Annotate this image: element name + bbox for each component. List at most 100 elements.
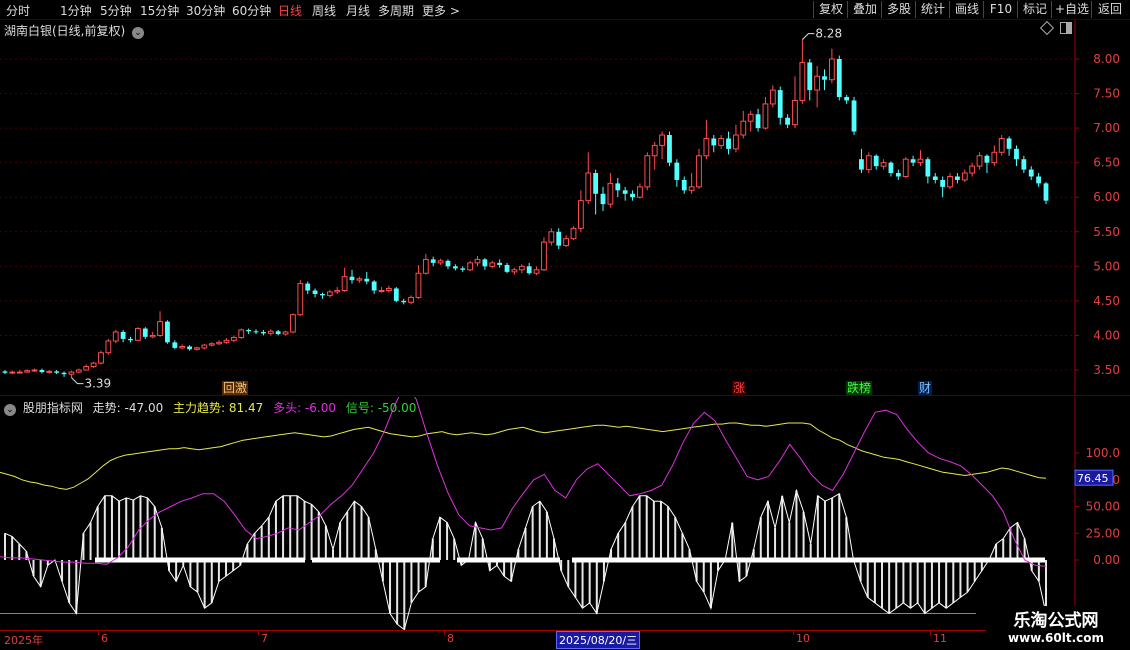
zero-band	[572, 557, 855, 563]
chevron-down-icon[interactable]: ⌄	[132, 27, 145, 39]
candle-body	[98, 352, 104, 364]
candle-body	[511, 269, 518, 273]
candle-body	[844, 97, 850, 101]
toolbar-button[interactable]: +自选	[1051, 1, 1092, 18]
price-tick-label: 4.00	[1093, 328, 1120, 342]
candle-body	[341, 276, 348, 292]
candle-body	[902, 158, 909, 177]
period-tab[interactable]: 1分钟	[60, 4, 92, 18]
zero-band	[95, 557, 305, 563]
candle-body	[1043, 183, 1049, 201]
candle-body	[785, 117, 790, 125]
candle-body	[46, 370, 53, 373]
zoushi-outline	[4, 488, 1047, 630]
candle-body	[172, 342, 178, 348]
toolbar-button[interactable]: 标记	[1017, 1, 1052, 18]
candle-body	[401, 300, 407, 303]
candle-body	[526, 266, 532, 274]
candle-body	[747, 113, 754, 122]
period-tab[interactable]: 15分钟	[140, 4, 180, 18]
candle-body	[807, 62, 813, 91]
zhuli-trend-line	[0, 422, 1047, 490]
period-tab[interactable]: 30分钟	[186, 4, 226, 18]
candle-body	[577, 200, 584, 229]
candle-body	[2, 371, 8, 373]
candle-body	[305, 283, 311, 291]
price-tick-label: 5.00	[1093, 259, 1120, 273]
price-tick-label: 4.50	[1093, 294, 1120, 308]
period-tab[interactable]: 多周期	[378, 4, 415, 18]
candle-body	[467, 262, 474, 271]
toolbar-button[interactable]: 画线	[949, 1, 984, 18]
candle-body	[622, 190, 628, 194]
event-marker[interactable]: 跌榜	[846, 381, 873, 395]
toolbar-button[interactable]: 统计	[915, 1, 950, 18]
high-pointer	[802, 33, 815, 41]
date-tick	[930, 630, 931, 635]
candle-body	[955, 176, 960, 180]
chevron-down-icon[interactable]: ⌄	[4, 404, 16, 416]
candle-body	[651, 144, 658, 157]
candle-body	[925, 159, 931, 177]
zero-band	[855, 557, 1045, 563]
date-label: 10	[796, 632, 810, 645]
period-tab[interactable]: 60分钟	[232, 4, 272, 18]
period-tab[interactable]: 5分钟	[100, 4, 132, 18]
event-marker[interactable]: 涨	[732, 381, 747, 395]
candle-body	[688, 186, 695, 191]
candle-body	[326, 291, 333, 296]
toolbar-button[interactable]: 复权	[813, 1, 848, 18]
period-tab[interactable]: 月线	[346, 4, 371, 18]
candle-body	[54, 371, 60, 373]
candle-body	[917, 158, 924, 164]
candle-body	[90, 362, 97, 368]
candle-body	[726, 138, 731, 149]
candle-body	[792, 99, 798, 126]
indicator-tick-label: 100.0	[1086, 446, 1120, 460]
event-marker[interactable]: 财	[918, 381, 933, 395]
candle-body	[1021, 159, 1027, 170]
candle-body	[149, 334, 156, 338]
candle-body	[1036, 176, 1042, 184]
toolbar-button[interactable]: 叠加	[847, 1, 882, 18]
layout-toggle-icon[interactable]	[1060, 22, 1072, 34]
period-tab[interactable]: 周线	[312, 4, 337, 18]
candle-body	[703, 137, 710, 157]
candle-body	[134, 328, 141, 341]
period-tab[interactable]: 日线	[278, 4, 303, 18]
candle-body	[769, 89, 776, 105]
watermark-url: www.60lt.com	[1007, 631, 1105, 645]
candle-body	[961, 172, 968, 181]
candle-body	[541, 241, 547, 271]
candle-body	[755, 114, 761, 129]
price-tick-label: 7.00	[1093, 121, 1120, 135]
candle-body	[836, 59, 842, 98]
stock-title[interactable]: 湖南白银(日线,前复权) ⌄	[4, 22, 145, 39]
toolbar-button[interactable]: F10	[983, 1, 1018, 18]
candle-body	[142, 328, 148, 337]
indicator-name[interactable]: 股朋指标网	[22, 401, 83, 415]
candle-body	[334, 290, 341, 293]
candle-body	[1006, 138, 1012, 149]
candle-body	[320, 293, 325, 296]
toolbar-button[interactable]: 返回	[1091, 1, 1128, 18]
candle-body	[275, 331, 281, 335]
candle-body	[460, 268, 466, 270]
candle-body	[261, 331, 266, 334]
period-tab[interactable]: 分时	[6, 4, 31, 18]
candle-body	[593, 173, 599, 194]
candle-body	[408, 296, 414, 303]
candle-body	[68, 371, 75, 375]
period-tab[interactable]: 更多 >	[422, 4, 460, 18]
price-tick-label: 8.00	[1093, 52, 1120, 66]
duotou-line	[0, 397, 1047, 567]
candle-body	[39, 370, 45, 373]
candlestick-chart[interactable]: 8.00 7.50 7.00 6.50 6.00 5.50 5.00 4.50 4.00 3.50…	[0, 20, 1130, 396]
candle-body	[223, 339, 230, 343]
candle-body	[984, 155, 990, 163]
candle-body	[452, 266, 458, 269]
event-marker[interactable]: 回激	[222, 381, 249, 395]
candle-body	[969, 165, 976, 174]
toolbar-button[interactable]: 多股	[881, 1, 916, 18]
